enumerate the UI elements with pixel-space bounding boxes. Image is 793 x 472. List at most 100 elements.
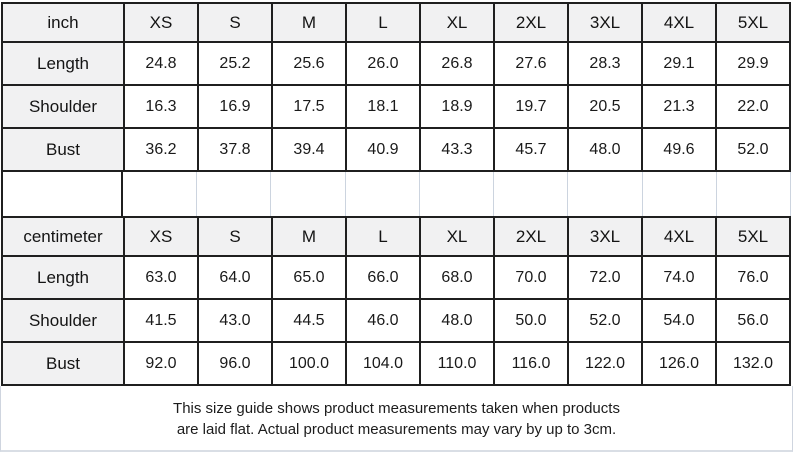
value-cell: 132.0: [715, 341, 791, 386]
value-cell: 49.6: [641, 127, 717, 172]
value-cell: 52.0: [567, 298, 643, 343]
value-cell: 122.0: [567, 341, 643, 386]
row-label-cell: Shoulder: [1, 298, 125, 343]
value-cell: 116.0: [493, 341, 569, 386]
value-cell: 18.1: [345, 84, 421, 129]
value-cell: 70.0: [493, 255, 569, 300]
value-cell: 18.9: [419, 84, 495, 129]
table-gap-cell: [123, 172, 198, 216]
value-cell: 45.7: [493, 127, 569, 172]
size-tables: inch XS S M L XL 2XL 3XL 4XL 5XL Length 24.8 25.2 25.…: [0, 2, 793, 386]
value-cell: 21.3: [641, 84, 717, 129]
table-gap-row: [1, 172, 791, 216]
value-cell: 68.0: [419, 255, 495, 300]
table-gap-cell: [420, 172, 495, 216]
size-header-cell: M: [271, 216, 347, 257]
value-cell: 56.0: [715, 298, 791, 343]
value-cell: 25.2: [197, 41, 273, 86]
measurement-row: Bust 36.2 37.8 39.4 40.9 43.3 45.7 48.0 49.6 52.0: [1, 127, 791, 172]
unit-label-cell: centimeter: [1, 216, 125, 257]
size-header-row: inch XS S M L XL 2XL 3XL 4XL 5XL: [1, 2, 791, 43]
value-cell: 74.0: [641, 255, 717, 300]
note-line-2: are laid flat. Actual product measuremen…: [176, 421, 617, 438]
value-cell: 28.3: [567, 41, 643, 86]
row-label-cell: Shoulder: [1, 84, 125, 129]
size-header-cell: XS: [123, 2, 199, 43]
size-header-cell: 3XL: [567, 2, 643, 43]
size-header-cell: 2XL: [493, 2, 569, 43]
size-table-centimeter: centimeter XS S M L XL 2XL 3XL 4XL 5XL Length 63.0 6…: [1, 216, 791, 386]
table-gap-cell: [271, 172, 346, 216]
row-label-cell: Length: [1, 255, 125, 300]
value-cell: 27.6: [493, 41, 569, 86]
value-cell: 48.0: [419, 298, 495, 343]
size-header-cell: XL: [419, 2, 495, 43]
size-header-cell: M: [271, 2, 347, 43]
value-cell: 126.0: [641, 341, 717, 386]
value-cell: 29.9: [715, 41, 791, 86]
value-cell: 22.0: [715, 84, 791, 129]
value-cell: 26.8: [419, 41, 495, 86]
value-cell: 26.0: [345, 41, 421, 86]
row-label-cell: Bust: [1, 127, 125, 172]
size-header-cell: 4XL: [641, 216, 717, 257]
value-cell: 43.0: [197, 298, 273, 343]
table-gap-cell: [197, 172, 272, 216]
value-cell: 76.0: [715, 255, 791, 300]
value-cell: 19.7: [493, 84, 569, 129]
value-cell: 44.5: [271, 298, 347, 343]
row-label-cell: Length: [1, 41, 125, 86]
size-header-cell: XS: [123, 216, 199, 257]
table-gap-cell: [1, 172, 123, 216]
row-label-cell: Bust: [1, 341, 125, 386]
value-cell: 52.0: [715, 127, 791, 172]
value-cell: 37.8: [197, 127, 273, 172]
table-gap-cell: [568, 172, 643, 216]
value-cell: 96.0: [197, 341, 273, 386]
value-cell: 46.0: [345, 298, 421, 343]
value-cell: 104.0: [345, 341, 421, 386]
value-cell: 50.0: [493, 298, 569, 343]
size-header-cell: S: [197, 2, 273, 43]
value-cell: 40.9: [345, 127, 421, 172]
size-header-cell: XL: [419, 216, 495, 257]
size-guide-note: This size guide shows product measuremen…: [0, 386, 793, 452]
value-cell: 20.5: [567, 84, 643, 129]
size-header-cell: 2XL: [493, 216, 569, 257]
value-cell: 64.0: [197, 255, 273, 300]
value-cell: 24.8: [123, 41, 199, 86]
size-header-cell: 3XL: [567, 216, 643, 257]
value-cell: 41.5: [123, 298, 199, 343]
value-cell: 43.3: [419, 127, 495, 172]
size-header-cell: S: [197, 216, 273, 257]
size-header-row: centimeter XS S M L XL 2XL 3XL 4XL 5XL: [1, 216, 791, 257]
value-cell: 54.0: [641, 298, 717, 343]
value-cell: 39.4: [271, 127, 347, 172]
value-cell: 16.9: [197, 84, 273, 129]
value-cell: 72.0: [567, 255, 643, 300]
measurement-row: Length 24.8 25.2 25.6 26.0 26.8 27.6 28.3 29.1 29…: [1, 41, 791, 86]
value-cell: 65.0: [271, 255, 347, 300]
table-gap-cell: [346, 172, 420, 216]
size-header-cell: 5XL: [715, 216, 791, 257]
size-header-cell: 4XL: [641, 2, 717, 43]
value-cell: 66.0: [345, 255, 421, 300]
table-gap-cell: [494, 172, 569, 216]
measurement-row: Bust 92.0 96.0 100.0 104.0 110.0 116.0 122.0 126…: [1, 341, 791, 386]
value-cell: 17.5: [271, 84, 347, 129]
value-cell: 92.0: [123, 341, 199, 386]
measurement-row: Length 63.0 64.0 65.0 66.0 68.0 70.0 72.0 74.0 76…: [1, 255, 791, 300]
unit-label-cell: inch: [1, 2, 125, 43]
size-header-cell: L: [345, 216, 421, 257]
value-cell: 25.6: [271, 41, 347, 86]
value-cell: 63.0: [123, 255, 199, 300]
measurement-row: Shoulder 41.5 43.0 44.5 46.0 48.0 50.0 52.0 54.0…: [1, 298, 791, 343]
table-gap-cell: [643, 172, 717, 216]
value-cell: 36.2: [123, 127, 199, 172]
value-cell: 29.1: [641, 41, 717, 86]
measurement-row: Shoulder 16.3 16.9 17.5 18.1 18.9 19.7 20.5 21.3…: [1, 84, 791, 129]
value-cell: 48.0: [567, 127, 643, 172]
table-gap-cell: [717, 172, 791, 216]
note-line-1: This size guide shows product measuremen…: [173, 400, 620, 417]
